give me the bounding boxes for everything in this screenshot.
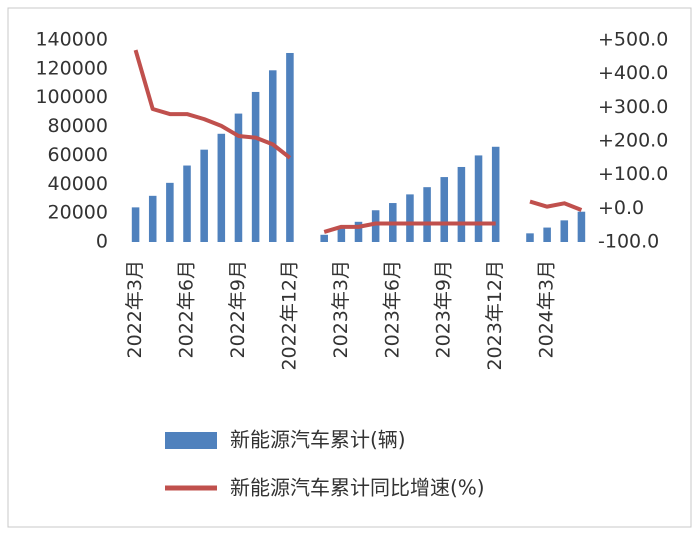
- x-tick-label: 2024年3月: [536, 260, 558, 358]
- bar: [354, 221, 363, 242]
- y-tick-label: 100000: [35, 86, 108, 108]
- bar: [131, 207, 140, 242]
- bar: [423, 187, 431, 242]
- y2-tick-label: +300.0: [598, 96, 668, 118]
- bar: [440, 177, 449, 242]
- y-tick-label: 120000: [35, 57, 108, 79]
- y2-tick-label: +0.0: [598, 197, 644, 219]
- bar: [320, 234, 328, 242]
- y-tick-label: 140000: [35, 29, 108, 51]
- bar: [337, 227, 346, 242]
- y-tick-label: 40000: [48, 173, 108, 195]
- bar: [286, 52, 294, 242]
- line: [133, 49, 583, 234]
- y-tick-label: 20000: [48, 202, 108, 224]
- y2-tick-label: +100.0: [598, 163, 668, 185]
- bar: [526, 233, 534, 242]
- bar: [183, 165, 191, 242]
- y2-tick-label: -100.0: [598, 231, 659, 253]
- x-tick-label: 2022年9月: [227, 260, 249, 358]
- legend-label: 新能源汽车累计同比增速(%): [230, 476, 485, 500]
- bar: [474, 155, 483, 242]
- bar: [543, 227, 551, 242]
- bar: [371, 210, 380, 242]
- bar: [577, 211, 586, 242]
- bar: [200, 149, 208, 242]
- x-tick-label: 2023年12月: [484, 260, 506, 371]
- legend-swatch-bar: [165, 432, 217, 449]
- x-tick-label: 2022年3月: [124, 260, 146, 358]
- y-tick-label: 80000: [48, 115, 108, 137]
- bar: [457, 166, 466, 242]
- bar: [560, 220, 569, 242]
- x-tick-label: 2023年3月: [330, 260, 352, 358]
- bar: [406, 194, 414, 242]
- y-tick-label: 60000: [48, 144, 108, 166]
- bar: [166, 182, 174, 242]
- x-tick-label: 2022年12月: [278, 260, 300, 371]
- x-tick-label: 2022年6月: [176, 260, 198, 358]
- x-tick-label: 2023年6月: [381, 260, 403, 358]
- bar: [148, 195, 157, 242]
- bar: [491, 146, 500, 242]
- bar: [268, 70, 277, 242]
- bar: [251, 91, 260, 242]
- bar: [234, 113, 243, 242]
- bar: [217, 133, 226, 242]
- y2-tick-label: +400.0: [598, 62, 668, 84]
- y2-tick-label: +500.0: [598, 29, 668, 51]
- x-tick-label: 2023年9月: [433, 260, 455, 358]
- y2-tick-label: +200.0: [598, 130, 668, 152]
- legend-label: 新能源汽车累计(辆): [230, 428, 406, 452]
- y-tick-label: 0: [96, 231, 108, 253]
- chart-border: [7, 7, 692, 528]
